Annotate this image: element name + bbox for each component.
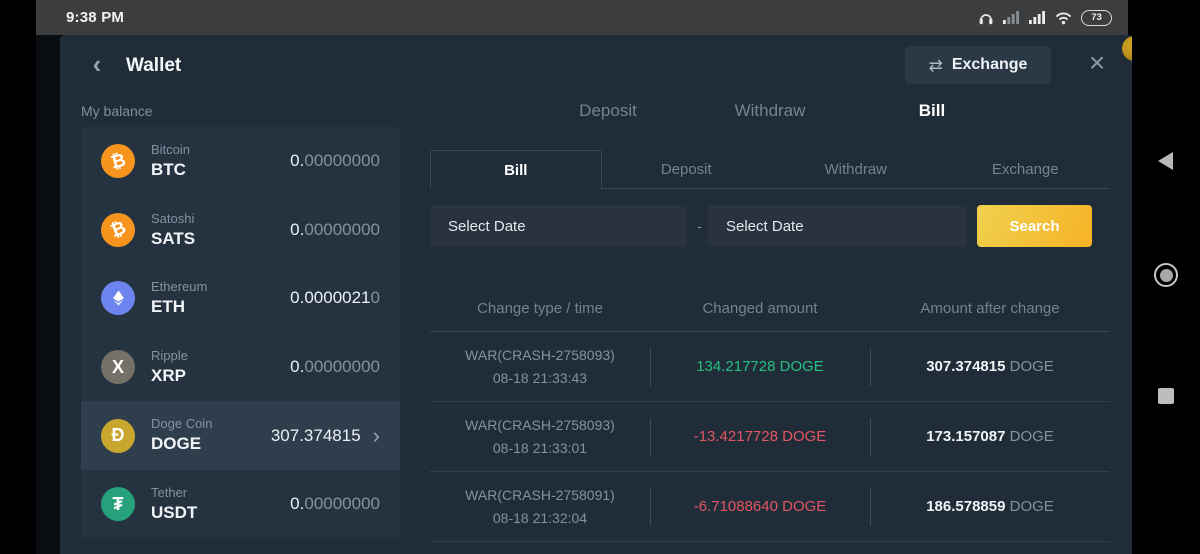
change-type-time: WAR(CRASH-2758093) 08-18 21:33:43 (465, 346, 615, 386)
subtab-exchange[interactable]: Exchange (991, 160, 1059, 178)
tab-deposit[interactable]: Deposit (579, 101, 637, 120)
bill-table: Change type / time Changed amount Amount… (430, 285, 1110, 542)
coin-balance: 0.00000000 (290, 151, 380, 171)
coin-name: Satoshi (151, 210, 195, 226)
page-title: Wallet (126, 55, 182, 76)
coin-row-sats[interactable]: ₿ Satoshi SATS 0.00000000 (81, 196, 400, 265)
android-recents-button[interactable] (1158, 388, 1174, 404)
tether-icon: ₮ (101, 487, 135, 522)
tab-withdraw[interactable]: Withdraw (734, 101, 806, 120)
balance-card: ₿ Bitcoin BTC 0.00000000 ₿ Satoshi SATS … (81, 127, 400, 539)
modal-header: ‹ Wallet ⇄ Exchange × (60, 35, 1132, 95)
date-from-picker[interactable]: Select Date (430, 205, 687, 247)
amount-after-change: 307.374815 DOGE (926, 358, 1054, 375)
coin-symbol: USDT (151, 502, 198, 522)
column-amount-after: Amount after change (920, 299, 1060, 317)
column-change-type: Change type / time (477, 299, 603, 317)
coin-symbol: DOGE (151, 434, 202, 454)
coin-symbol: ETH (151, 297, 185, 317)
status-bar: 9:38 PM (36, 0, 1128, 35)
coin-name: Tether (151, 485, 188, 501)
exchange-button[interactable]: ⇄ Exchange (905, 46, 1051, 84)
coin-balance: 0.00000210 (290, 288, 380, 308)
search-button[interactable]: Search (977, 205, 1092, 247)
table-row: WAR(CRASH-2758091) 08-18 21:32:04 -6.710… (430, 472, 1110, 542)
coin-row-xrp[interactable]: X Ripple XRP 0.00000000 (81, 333, 400, 402)
tab-bill[interactable]: Bill (918, 101, 946, 120)
coin-symbol: BTC (151, 159, 186, 179)
subtab-bill[interactable]: Bill (430, 150, 602, 189)
coin-row-btc[interactable]: ₿ Bitcoin BTC 0.00000000 (81, 127, 400, 196)
wallet-modal: ‹ Wallet ⇄ Exchange × My balance ₿ Bitco… (60, 35, 1132, 554)
dimmed-background (36, 35, 60, 554)
column-divider (650, 418, 651, 456)
bill-panel: Deposit Withdraw Bill Bill Deposit Withd… (430, 35, 1110, 554)
change-type-time: WAR(CRASH-2758093) 08-18 21:33:01 (465, 416, 615, 456)
coin-symbol: XRP (151, 365, 186, 385)
bitcoin-icon: ₿ (101, 144, 135, 179)
column-divider (650, 348, 651, 386)
coin-row-usdt[interactable]: ₮ Tether USDT 0.00000000 (81, 470, 400, 539)
secondary-tabs: Bill Deposit Withdraw Exchange (430, 150, 1110, 189)
signal-sim1-icon (1003, 11, 1020, 24)
wifi-icon (1055, 11, 1072, 25)
android-nav-bar (1132, 0, 1200, 554)
column-divider (650, 488, 651, 526)
ethereum-icon (101, 281, 135, 316)
date-filter-row: Select Date - Select Date Search (430, 205, 1110, 247)
dogecoin-icon: Ð (101, 418, 135, 453)
primary-tabs: Deposit Withdraw Bill (430, 101, 1110, 137)
coin-balance: 0.00000000 (290, 494, 380, 514)
satoshi-icon: ₿ (101, 212, 135, 247)
headset-icon (978, 11, 994, 25)
column-divider (870, 348, 871, 386)
coin-name: Ripple (151, 347, 188, 363)
column-changed-amount: Changed amount (702, 299, 818, 317)
android-home-button[interactable] (1154, 263, 1178, 287)
ripple-icon: X (101, 350, 135, 385)
coin-row-eth[interactable]: Ethereum ETH 0.00000210 (81, 264, 400, 333)
column-divider (870, 488, 871, 526)
date-to-picker[interactable]: Select Date (708, 205, 967, 247)
table-row: WAR(CRASH-2758093) 08-18 21:33:43 134.21… (430, 332, 1110, 402)
coin-name: Bitcoin (151, 142, 191, 158)
android-back-button[interactable] (1158, 152, 1173, 170)
my-balance-label: My balance (81, 103, 153, 119)
coin-balance: 0.00000000 (290, 357, 380, 377)
coin-symbol: SATS (151, 228, 196, 248)
amount-after-change: 173.157087 DOGE (926, 428, 1054, 445)
coin-name: Ethereum (151, 279, 208, 295)
close-icon[interactable]: × (1088, 47, 1106, 78)
chevron-right-icon: › (372, 422, 380, 448)
coin-balance: 0.00000000 (290, 219, 380, 239)
subtab-deposit[interactable]: Deposit (660, 160, 712, 178)
changed-amount: 134.217728 DOGE (696, 358, 824, 375)
table-header: Change type / time Changed amount Amount… (430, 285, 1110, 332)
back-icon[interactable]: ‹ (92, 48, 102, 79)
coin-balance: 307.374815 (270, 425, 361, 445)
swap-arrows-icon: ⇄ (928, 55, 943, 75)
subtab-withdraw[interactable]: Withdraw (824, 160, 887, 178)
column-divider (870, 418, 871, 456)
changed-amount: -6.71088640 DOGE (693, 498, 827, 515)
exchange-button-label: Exchange (951, 56, 1028, 73)
clock: 9:38 PM (66, 9, 125, 26)
changed-amount: -13.4217728 DOGE (693, 428, 827, 445)
coin-row-doge[interactable]: Ð Doge Coin DOGE 307.374815 › (81, 401, 400, 470)
table-row: WAR(CRASH-2758093) 08-18 21:33:01 -13.42… (430, 402, 1110, 472)
change-type-time: WAR(CRASH-2758091) 08-18 21:32:04 (465, 486, 615, 526)
signal-sim2-icon (1029, 11, 1046, 24)
coin-name: Doge Coin (151, 416, 213, 432)
battery-indicator: 73 (1081, 9, 1112, 26)
date-range-separator: - (697, 218, 702, 234)
amount-after-change: 186.578859 DOGE (926, 498, 1054, 515)
home-icon (1159, 268, 1173, 282)
